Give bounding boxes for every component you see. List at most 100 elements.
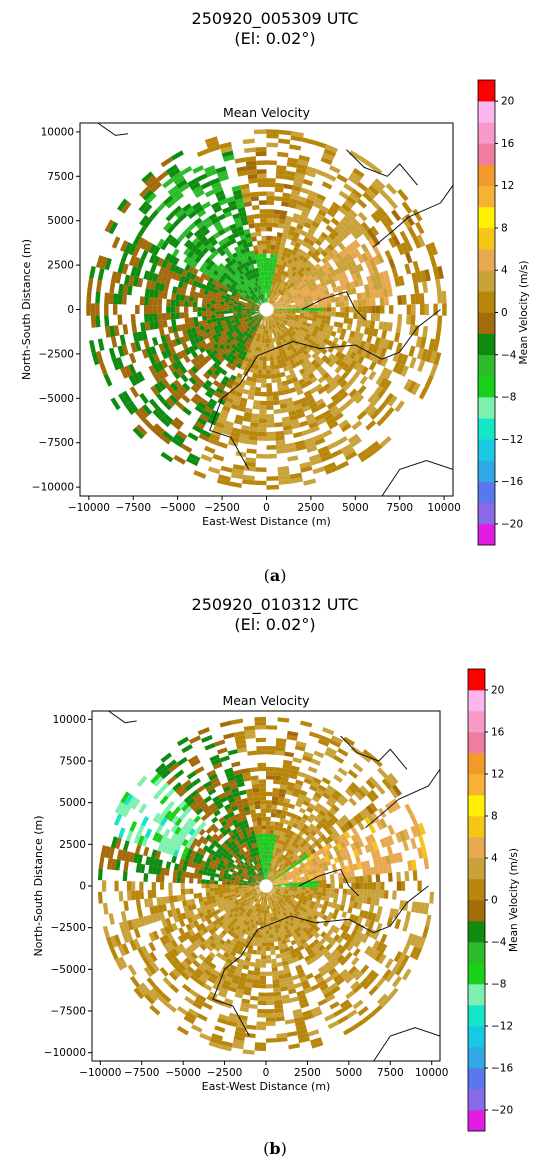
- velocity-gate: [339, 219, 349, 228]
- velocity-gate: [337, 747, 349, 757]
- velocity-gate: [258, 890, 262, 895]
- velocity-gate: [368, 904, 375, 913]
- velocity-gate: [204, 165, 216, 174]
- velocity-gate: [291, 312, 296, 315]
- velocity-gate: [310, 829, 317, 837]
- velocity-gate: [349, 192, 360, 202]
- velocity-gate: [275, 896, 280, 901]
- velocity-gate: [279, 260, 285, 266]
- velocity-gate: [248, 316, 253, 320]
- velocity-gate: [231, 805, 239, 812]
- velocity-gate: [414, 935, 422, 948]
- velocity-gate: [141, 171, 154, 183]
- velocity-gate: [300, 323, 306, 329]
- velocity-gate: [268, 867, 270, 872]
- velocity-gate: [391, 962, 401, 974]
- velocity-gate: [219, 249, 226, 257]
- velocity-gate: [276, 301, 281, 305]
- velocity-gate: [324, 333, 331, 340]
- velocity-gate: [270, 249, 275, 255]
- velocity-gate: [272, 894, 276, 899]
- velocity-gate: [256, 378, 262, 383]
- velocity-gate: [278, 904, 283, 910]
- velocity-gate: [162, 221, 173, 232]
- velocity-gate: [251, 983, 260, 989]
- velocity-gate: [277, 826, 283, 832]
- velocity-gate: [331, 804, 340, 813]
- velocity-gate: [275, 742, 286, 748]
- velocity-gate: [214, 891, 219, 896]
- velocity-gate: [304, 313, 309, 317]
- velocity-gate: [196, 173, 208, 182]
- velocity-gate: [307, 915, 313, 921]
- velocity-gate: [263, 289, 266, 294]
- velocity-gate: [113, 293, 119, 305]
- velocity-gate: [311, 266, 318, 273]
- velocity-gate: [161, 259, 169, 269]
- velocity-gate: [310, 848, 317, 855]
- velocity-gate: [259, 289, 263, 295]
- velocity-gate: [109, 325, 116, 337]
- velocity-gate: [236, 225, 244, 232]
- velocity-gate: [363, 875, 368, 883]
- velocity-gate: [185, 1011, 197, 1021]
- velocity-gate: [374, 866, 380, 875]
- velocity-gate: [195, 807, 204, 816]
- velocity-gate: [282, 943, 289, 949]
- velocity-gate: [212, 279, 218, 285]
- velocity-gate: [266, 833, 270, 838]
- velocity-gate: [200, 961, 209, 969]
- velocity-gate: [264, 334, 267, 339]
- velocity-gate: [274, 323, 278, 328]
- velocity-gate: [317, 965, 326, 973]
- velocity-gate: [242, 883, 247, 886]
- velocity-gate: [167, 932, 175, 942]
- velocity-gate: [235, 826, 242, 833]
- velocity-gate: [255, 297, 260, 302]
- velocity-gate: [167, 941, 175, 951]
- velocity-gate: [212, 902, 218, 908]
- velocity-gate: [274, 364, 280, 370]
- colorbar-segment: [478, 164, 495, 186]
- velocity-gate: [333, 396, 343, 406]
- velocity-gate: [342, 227, 351, 237]
- velocity-gate: [357, 821, 365, 831]
- velocity-gate: [229, 908, 235, 914]
- velocity-gate: [247, 888, 252, 891]
- velocity-gate: [233, 906, 238, 911]
- velocity-gate: [192, 838, 199, 846]
- velocity-gate: [322, 307, 327, 312]
- velocity-gate: [278, 868, 283, 873]
- velocity-gate: [257, 301, 262, 306]
- velocity-gate: [402, 920, 410, 932]
- velocity-gate: [266, 293, 268, 298]
- velocity-gate: [275, 322, 279, 327]
- velocity-gate: [309, 904, 315, 909]
- velocity-gate: [235, 391, 243, 398]
- velocity-gate: [283, 905, 288, 911]
- velocity-gate: [241, 902, 246, 908]
- velocity-gate: [316, 246, 324, 254]
- velocity-gate: [330, 217, 340, 226]
- velocity-gate: [184, 263, 192, 272]
- velocity-gate: [324, 357, 332, 365]
- velocity-gate: [262, 905, 265, 910]
- velocity-gate: [382, 288, 389, 298]
- velocity-gate: [206, 341, 213, 349]
- velocity-gate: [363, 231, 372, 241]
- velocity-gate: [257, 890, 262, 894]
- velocity-gate: [290, 836, 296, 842]
- velocity-gate: [227, 944, 234, 951]
- velocity-gate: [139, 214, 149, 227]
- velocity-gate: [214, 337, 221, 344]
- velocity-gate: [307, 298, 313, 303]
- velocity-gate: [305, 333, 312, 339]
- velocity-gate: [218, 1013, 229, 1021]
- velocity-gate: [286, 311, 292, 314]
- velocity-gate: [271, 267, 276, 273]
- velocity-gate: [211, 758, 222, 766]
- velocity-gate: [371, 1004, 383, 1016]
- velocity-gate: [216, 281, 222, 287]
- velocity-gate: [316, 365, 324, 373]
- velocity-gate: [285, 937, 291, 944]
